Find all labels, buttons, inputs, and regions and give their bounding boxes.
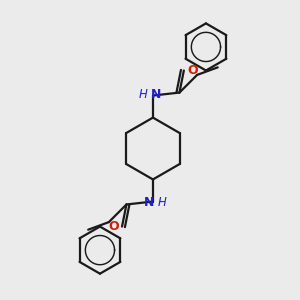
Text: H: H [139, 88, 148, 100]
Text: H: H [158, 196, 167, 209]
Text: O: O [108, 220, 119, 233]
Text: O: O [188, 64, 198, 77]
Text: N: N [144, 196, 154, 209]
Text: N: N [151, 88, 162, 100]
